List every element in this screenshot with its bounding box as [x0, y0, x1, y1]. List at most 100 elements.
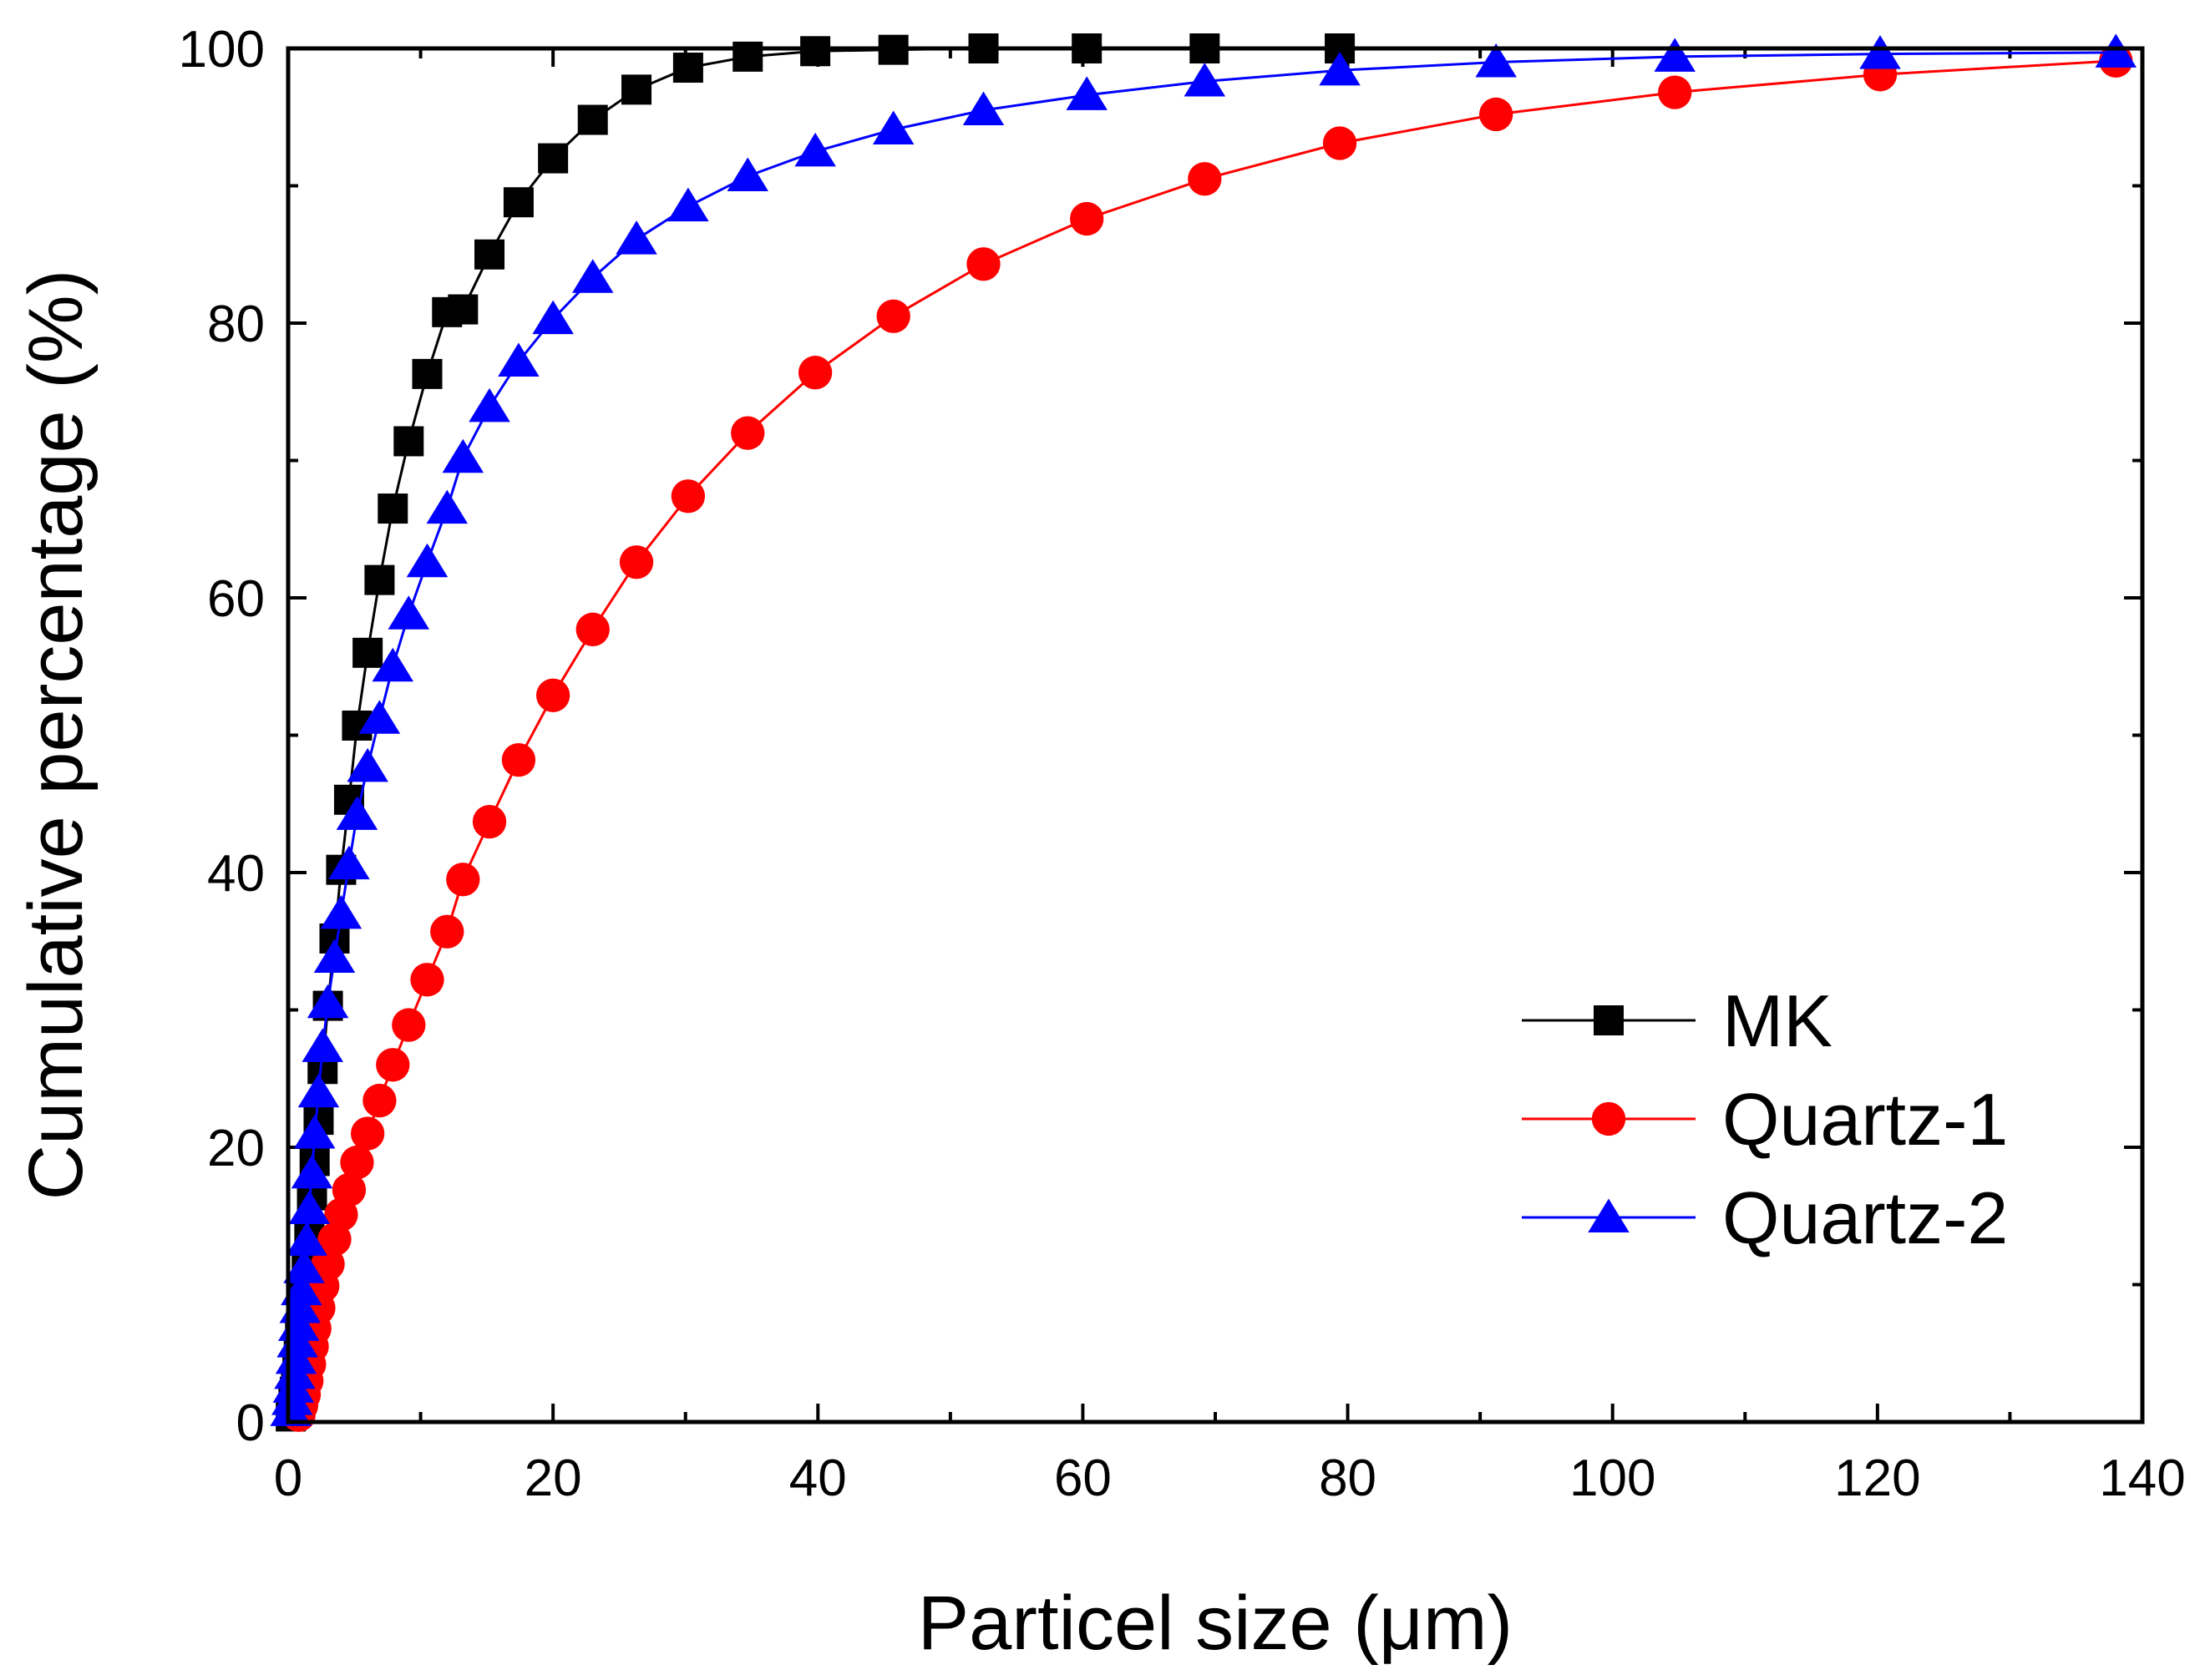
y-tick-label: 0: [236, 1394, 265, 1452]
data-point-quartz-2: [1859, 35, 1901, 69]
data-point-quartz-1: [362, 1083, 397, 1118]
y-tick-label: 20: [207, 1120, 265, 1177]
data-point-quartz-2: [293, 1115, 336, 1149]
data-point-quartz-2: [2095, 33, 2137, 68]
data-point-quartz-2: [426, 489, 469, 524]
data-point-quartz-1: [619, 545, 654, 579]
series-mk: [276, 33, 1356, 1432]
data-point-mk: [538, 143, 569, 174]
legend-label-quartz-2: Quartz-2: [1722, 1177, 2008, 1259]
plot-frame: [286, 46, 2145, 1424]
data-point-mk: [393, 426, 424, 457]
data-point-quartz-1: [410, 963, 444, 997]
data-point-quartz-2: [794, 132, 836, 167]
data-point-quartz-2: [1654, 38, 1696, 72]
x-axis-label: Particel size (μm): [918, 1581, 1513, 1666]
data-point-quartz-2: [532, 300, 574, 335]
y-axis-label: Cumulative percentage (%): [13, 270, 99, 1201]
legend-label-mk: MK: [1722, 979, 1832, 1062]
data-point-quartz-1: [332, 1172, 367, 1207]
data-point-quartz-2: [328, 845, 370, 880]
data-point-quartz-2: [962, 91, 1005, 126]
x-tick-label: 120: [1834, 1450, 1920, 1507]
axes: 0 20 40 60 80 100 120 140 0 20 40 60 80 100: [179, 21, 2186, 1507]
data-point-quartz-2: [1475, 43, 1517, 78]
data-point-quartz-1: [876, 299, 910, 333]
data-point-quartz-1: [340, 1145, 374, 1180]
data-point-quartz-2: [358, 700, 401, 734]
data-point-quartz-1: [535, 678, 570, 712]
x-tick-label: 80: [1319, 1450, 1376, 1507]
y-tick-label: 100: [179, 21, 265, 78]
data-point-quartz-2: [406, 543, 449, 578]
x-tick-label: 100: [1569, 1450, 1655, 1507]
data-point-mk: [577, 104, 608, 135]
data-point-quartz-2: [571, 259, 614, 293]
y-tick-label: 60: [207, 570, 265, 628]
data-point-quartz-2: [872, 110, 915, 145]
data-point-quartz-2: [302, 1028, 343, 1062]
data-point-quartz-2: [283, 1249, 325, 1283]
data-point-mk: [672, 53, 703, 83]
y-tick-label: 80: [207, 296, 265, 353]
data-point-quartz-2: [388, 595, 430, 630]
data-point-quartz-2: [442, 438, 484, 473]
data-point-quartz-2: [307, 984, 349, 1019]
data-point-quartz-2: [347, 747, 388, 782]
data-point-quartz-2: [281, 1271, 322, 1306]
data-point-quartz-1: [671, 479, 706, 514]
data-point-quartz-1: [966, 247, 1001, 281]
data-point-quartz-2: [1319, 51, 1361, 86]
data-point-quartz-2: [1184, 62, 1226, 97]
data-point-quartz-1: [392, 1008, 426, 1042]
data-point-quartz-1: [575, 612, 610, 646]
data-point-mk: [474, 239, 505, 270]
data-point-quartz-2: [469, 387, 510, 423]
data-point-mk: [448, 294, 479, 325]
data-point-quartz-1: [798, 356, 833, 390]
data-point-quartz-1: [446, 863, 480, 897]
data-point-quartz-2: [286, 1222, 327, 1256]
data-point-mk: [378, 493, 408, 524]
legend-marker-quartz-1: [1591, 1101, 1626, 1136]
x-tick-label: 40: [789, 1450, 847, 1507]
y-tick-label: 40: [207, 845, 265, 903]
data-point-mk: [621, 74, 652, 105]
x-tick-label: 140: [2099, 1450, 2185, 1507]
data-point-mk: [503, 187, 534, 218]
data-point-quartz-2: [667, 187, 709, 222]
data-point-quartz-2: [288, 1190, 331, 1225]
data-point-quartz-1: [430, 914, 464, 949]
legend-marker-quartz-2: [1588, 1198, 1630, 1232]
data-point-quartz-1: [350, 1116, 385, 1151]
data-point-quartz-2: [498, 342, 540, 377]
x-tick-label: 0: [274, 1450, 302, 1507]
data-point-quartz-1: [1479, 97, 1513, 132]
data-point-quartz-2: [313, 939, 356, 973]
legend-label-quartz-1: Quartz-1: [1722, 1078, 2008, 1161]
data-point-quartz-1: [472, 804, 507, 839]
data-point-mk: [364, 564, 395, 595]
data-point-quartz-1: [1322, 126, 1357, 160]
x-tick-label: 20: [525, 1450, 582, 1507]
data-point-mk: [412, 358, 443, 389]
data-point-quartz-2: [372, 647, 414, 682]
data-point-quartz-2: [1066, 76, 1108, 110]
data-point-quartz-1: [1188, 162, 1222, 196]
data-point-quartz-2: [291, 1154, 333, 1189]
data-point-quartz-2: [320, 894, 362, 929]
data-point-quartz-2: [336, 796, 378, 830]
data-point-quartz-1: [731, 416, 765, 450]
data-point-quartz-2: [616, 220, 657, 255]
data-point-quartz-1: [376, 1048, 410, 1082]
data-point-mk: [732, 41, 763, 72]
series-line-mk: [289, 47, 1341, 1417]
data-point-quartz-1: [1658, 75, 1692, 109]
x-tick-label: 60: [1054, 1450, 1112, 1507]
series-quartz-2: [270, 33, 2137, 1426]
data-point-quartz-1: [501, 742, 536, 777]
data-point-mk: [352, 637, 383, 668]
data-point-mk: [800, 36, 831, 67]
